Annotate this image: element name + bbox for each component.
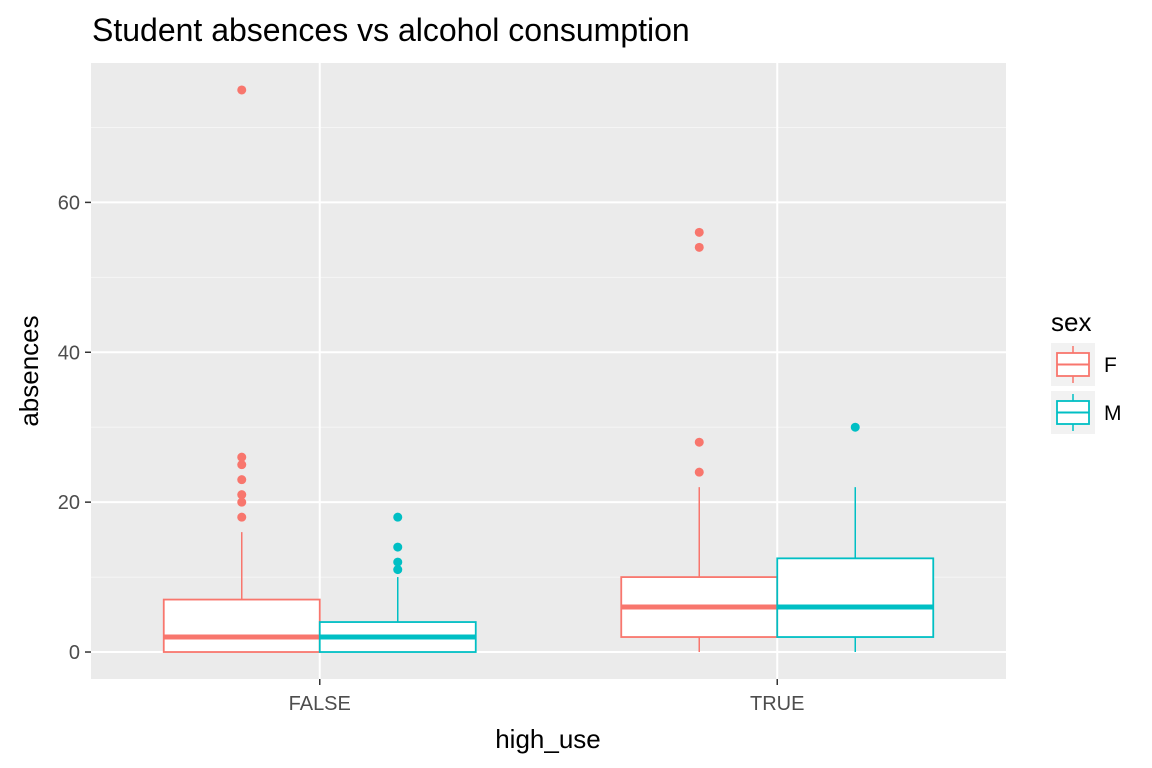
outlier-point — [237, 460, 247, 470]
outlier-point — [694, 242, 704, 252]
outlier-point — [393, 557, 403, 567]
outlier-point — [237, 85, 247, 95]
y-axis: 0 20 40 60 — [58, 192, 91, 664]
legend: sex FM — [1051, 307, 1122, 434]
box-M-FALSE — [318, 512, 477, 653]
box-body — [162, 598, 321, 653]
outlier-point — [237, 452, 247, 462]
outlier-point — [393, 565, 403, 575]
x-tick-label: TRUE — [750, 693, 804, 715]
legend-entries: FM — [1051, 343, 1122, 434]
y-tick-label: 60 — [58, 192, 80, 214]
outlier-point — [850, 422, 860, 432]
box-body — [776, 557, 935, 638]
legend-entry-M: M — [1051, 391, 1122, 434]
legend-label: F — [1104, 354, 1117, 377]
box-M-TRUE — [776, 422, 935, 653]
outlier-point — [694, 437, 704, 447]
x-axis: FALSE TRUE — [289, 679, 804, 715]
x-tick-label: FALSE — [289, 693, 351, 715]
outlier-point — [694, 467, 704, 477]
legend-entry-F: F — [1051, 343, 1117, 386]
y-tick-label: 20 — [58, 492, 80, 514]
plot-panel — [91, 63, 1006, 679]
outlier-point — [237, 490, 247, 500]
y-tick-label: 0 — [69, 642, 80, 664]
x-axis-title: high_use — [495, 724, 601, 754]
box-layer — [162, 85, 935, 653]
outlier-point — [393, 512, 403, 522]
outlier-point — [393, 542, 403, 552]
y-axis-title: absences — [14, 315, 44, 426]
chart-title: Student absences vs alcohol consumption — [92, 12, 690, 48]
outlier-point — [237, 512, 247, 522]
y-tick-label: 40 — [58, 342, 80, 364]
legend-label: M — [1104, 402, 1122, 425]
legend-title: sex — [1051, 307, 1091, 337]
outlier-point — [237, 497, 247, 507]
outlier-point — [237, 475, 247, 485]
outlier-point — [694, 227, 704, 237]
box-F-TRUE — [620, 227, 779, 653]
